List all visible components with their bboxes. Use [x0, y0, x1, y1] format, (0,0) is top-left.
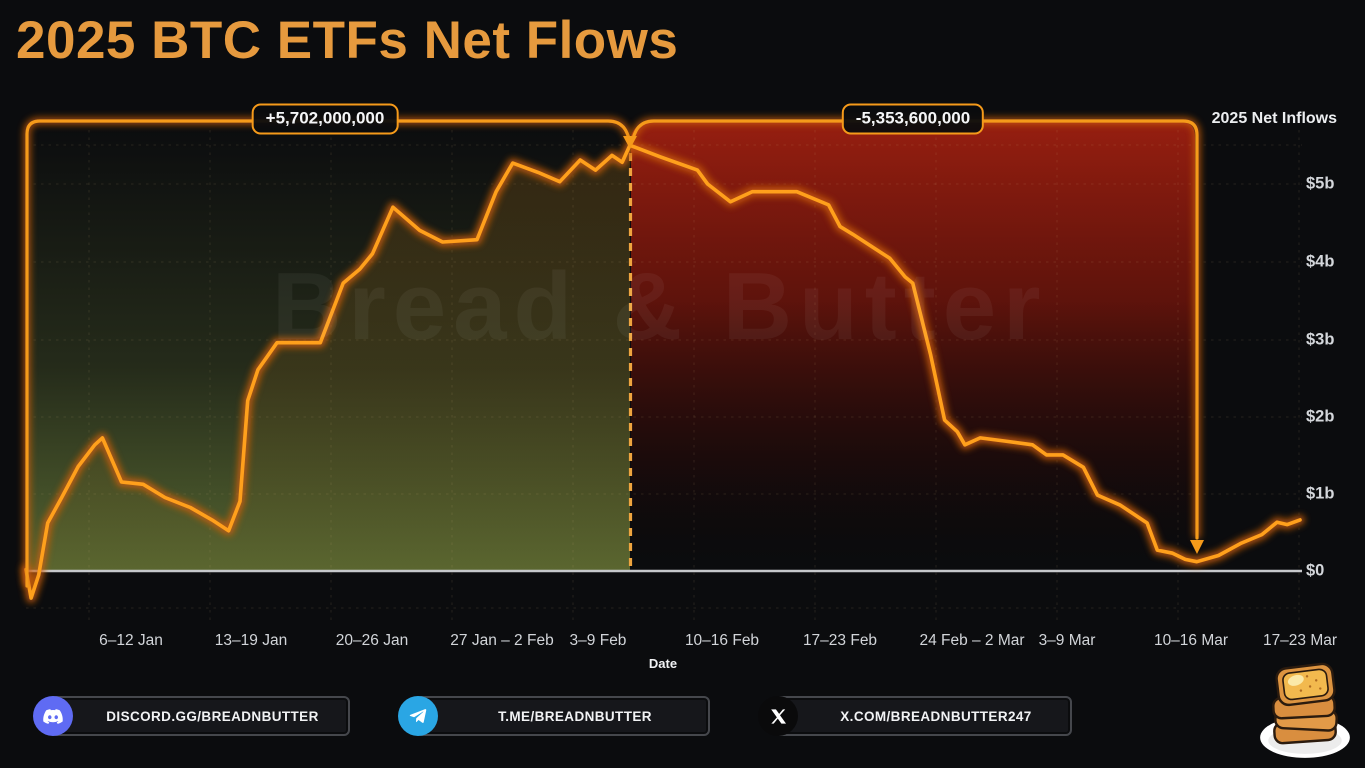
- x-axis-title: Date: [648, 656, 678, 671]
- x-tick-label: 20–26 Jan: [335, 632, 409, 649]
- y-tick-label: $4b: [1306, 252, 1335, 271]
- y-tick-label: $0: [1306, 561, 1325, 580]
- x-link-label[interactable]: X.COM/BREADNBUTTER247: [840, 708, 1032, 724]
- badge-frame: [415, 696, 710, 736]
- badge-frame: [50, 696, 350, 736]
- peak-arrow-icon: [623, 136, 637, 149]
- telegram-link-label[interactable]: T.ME/BREADNBUTTER: [498, 708, 652, 724]
- trough-arrow-icon: [1190, 540, 1204, 554]
- x-tick-label: 17–23 Feb: [802, 632, 878, 649]
- x-tick-label: 24 Feb – 2 Mar: [919, 632, 1025, 649]
- y-tick-label: $3b: [1306, 330, 1335, 349]
- y-tick-label: $1b: [1306, 484, 1335, 503]
- outflow-annotation: -5,353,600,000: [841, 103, 985, 135]
- x-tick-label: 10–16 Mar: [1153, 632, 1229, 649]
- breadnbutter-logo: [1260, 662, 1350, 758]
- page-title: 2025 BTC ETFs Net Flows: [16, 11, 679, 70]
- y-tick-label: $5b: [1306, 174, 1335, 193]
- x-tick-label: 13–19 Jan: [214, 632, 288, 649]
- discord-link-badge[interactable]: DISCORD.GG/BREADNBUTTER: [33, 695, 350, 737]
- under-curve-fill: [26, 145, 630, 599]
- discord-link-label[interactable]: DISCORD.GG/BREADNBUTTER: [106, 708, 319, 724]
- telegram-link-badge[interactable]: T.ME/BREADNBUTTER: [398, 695, 710, 737]
- x-tick-label: 6–12 Jan: [99, 632, 163, 649]
- netflow-line: [24, 143, 1302, 600]
- x-twitter-icon: [758, 696, 798, 736]
- x-tick-label: 3–9 Feb: [569, 632, 627, 649]
- x-tick-label: 10–16 Feb: [684, 632, 760, 649]
- badge-frame: [775, 696, 1072, 736]
- x-tick-label: 17–23 Mar: [1262, 632, 1338, 649]
- x-tick-label: 27 Jan – 2 Feb: [450, 632, 554, 649]
- legend-label: 2025 Net Inflows: [1211, 110, 1337, 127]
- telegram-icon: [398, 696, 438, 736]
- y-tick-label: $2b: [1306, 407, 1335, 426]
- discord-icon: [33, 696, 73, 736]
- inflow-annotation: +5,702,000,000: [251, 103, 399, 135]
- x-tick-label: 3–9 Mar: [1038, 632, 1096, 649]
- x-link-badge[interactable]: X.COM/BREADNBUTTER247: [758, 695, 1072, 737]
